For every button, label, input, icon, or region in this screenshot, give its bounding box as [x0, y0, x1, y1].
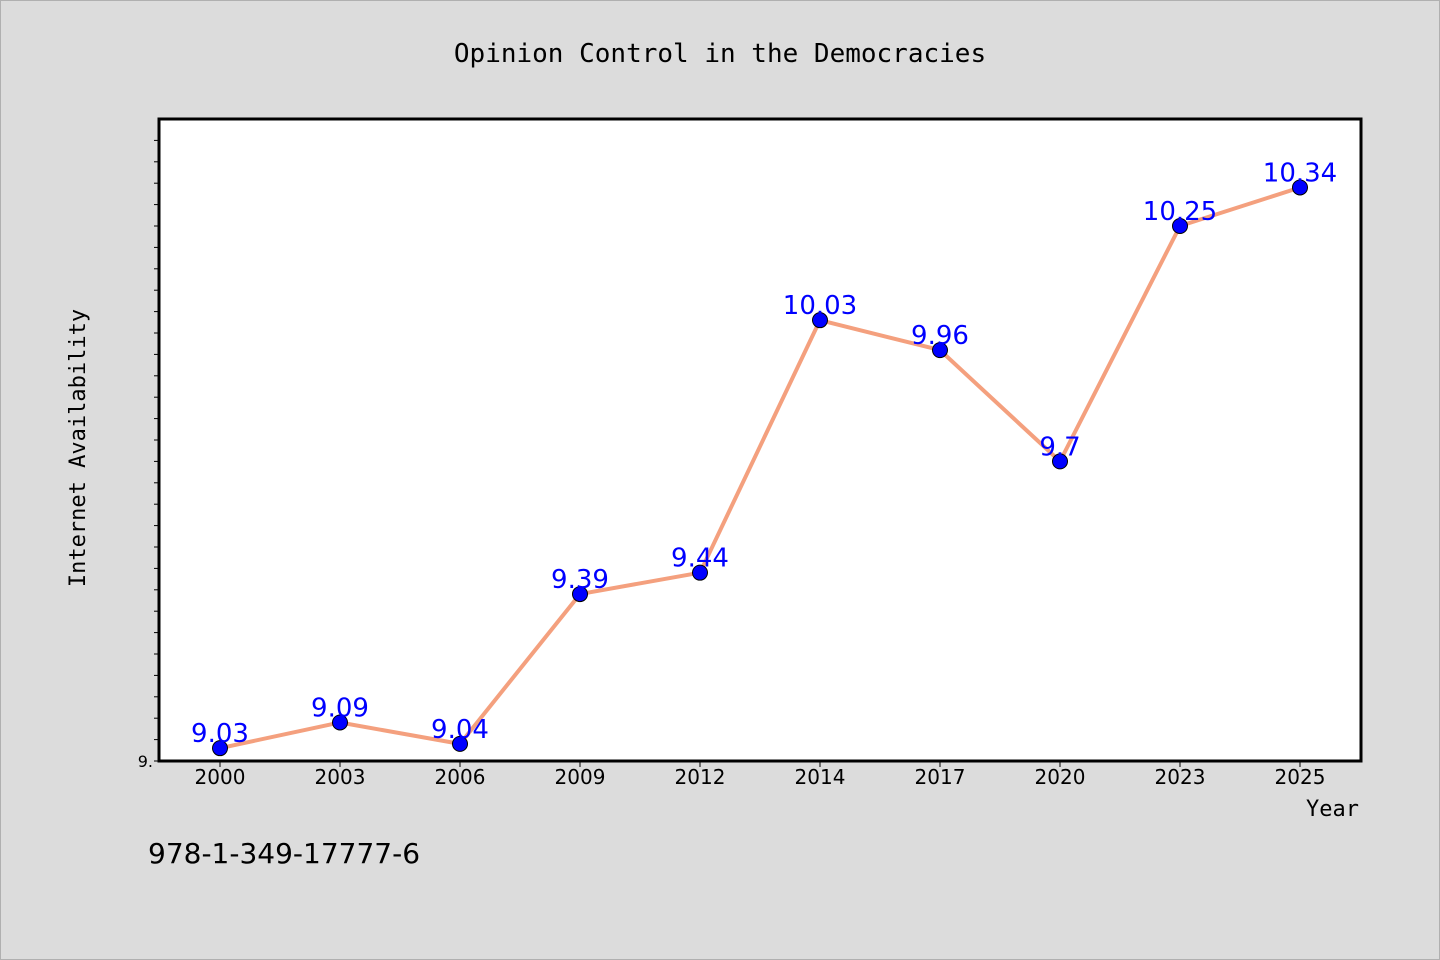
- data-label: 9.03: [191, 719, 249, 749]
- x-tick-label: 2020: [1035, 765, 1086, 789]
- data-point: [572, 586, 588, 603]
- x-tick-label: 2000: [195, 765, 246, 789]
- x-tick-label: 2017: [915, 765, 966, 789]
- data-label: 9.09: [311, 693, 369, 723]
- x-tick-label: 2025: [1275, 765, 1326, 789]
- y-tick-label: 9.: [138, 752, 153, 771]
- data-point: [1172, 218, 1188, 234]
- y-axis-ticks: [154, 139, 159, 762]
- data-label: 9.04: [431, 715, 489, 745]
- data-label: 9.7: [1039, 432, 1080, 462]
- data-point: [1292, 179, 1308, 196]
- x-tick-label: 2006: [435, 765, 486, 789]
- chart-title: Opinion Control in the Democracies: [454, 39, 986, 69]
- data-point: [692, 564, 708, 581]
- data-point: [332, 714, 348, 731]
- series-group: 9.03 9.09 9.04 9.39 9.44 10.03 9.96 9.7 10.25 10.…: [191, 158, 1337, 757]
- data-label: 10.03: [783, 291, 857, 321]
- data-point: [452, 735, 468, 752]
- x-axis-ticks: [219, 761, 1301, 767]
- x-tick-label: 2003: [315, 765, 366, 789]
- data-point: [212, 740, 228, 757]
- plot-area: [157, 117, 1363, 763]
- y-axis-label: Internet Availability: [66, 309, 91, 587]
- data-point: [812, 312, 828, 329]
- x-axis-label: Year: [1306, 797, 1359, 822]
- data-label: 10.34: [1263, 158, 1337, 188]
- data-label: 9.96: [911, 321, 969, 351]
- x-tick-labels: 2000 2003 2006 2009 2012 2014 2017 2020 2023 2025: [195, 765, 1326, 789]
- x-tick-label: 2023: [1155, 765, 1206, 789]
- footer-isbn: 978-1-349-17777-6: [148, 837, 420, 870]
- x-tick-label: 2012: [675, 765, 726, 789]
- data-label: 9.44: [671, 544, 729, 574]
- data-point: [1052, 453, 1068, 470]
- series-line: [218, 185, 1302, 751]
- data-label: 9.39: [551, 565, 609, 595]
- data-label: 10.25: [1143, 197, 1217, 227]
- x-tick-label: 2009: [555, 765, 606, 789]
- x-tick-label: 2014: [795, 765, 846, 789]
- data-point: [932, 342, 948, 359]
